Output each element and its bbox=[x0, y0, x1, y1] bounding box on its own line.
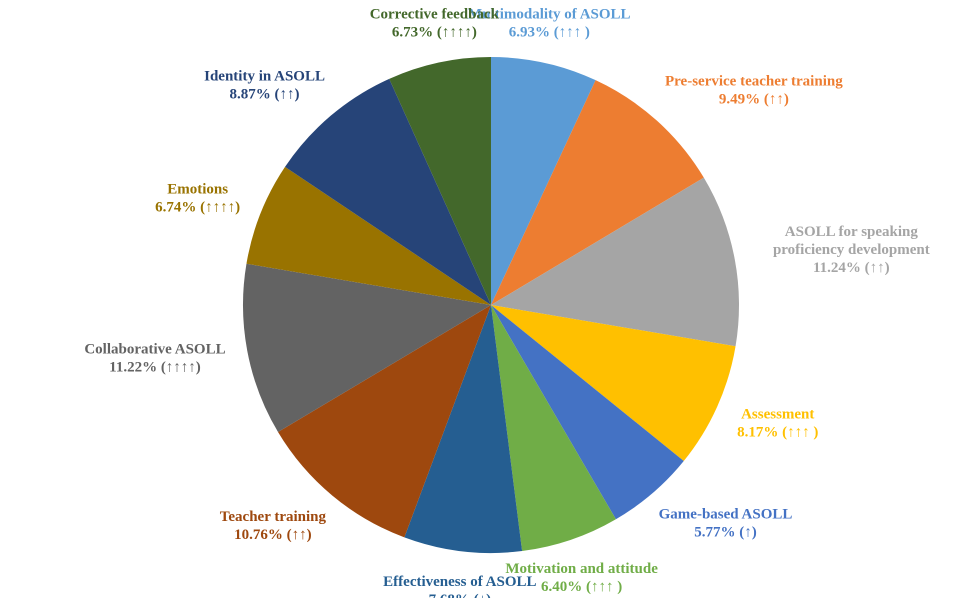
value-label: 11.22% (↑↑↑↑) bbox=[109, 359, 201, 376]
pie-slice bbox=[285, 78, 491, 305]
pie-slice bbox=[491, 305, 736, 462]
category-label: Pre-service teacher training bbox=[664, 74, 843, 91]
category-label: Game-based ASOLL bbox=[658, 506, 793, 523]
category-label: ASOLL for speaking proficiency developme… bbox=[772, 224, 930, 259]
pie-slice bbox=[491, 305, 616, 552]
slice-label: Emotions 6.74% (↑↑↑↑) bbox=[155, 180, 240, 216]
slice-label: Game-based ASOLL 5.77% (↑) bbox=[659, 506, 793, 542]
category-label: Corrective feedback bbox=[369, 6, 499, 23]
slice-label: Multimodality of ASOLL 6.93% (↑↑↑ ) bbox=[468, 6, 631, 42]
pie-slice bbox=[242, 263, 491, 433]
pie-slice bbox=[246, 166, 491, 305]
value-label: 8.17% (↑↑↑ ) bbox=[737, 424, 819, 441]
slice-label: Assessment 8.17% (↑↑↑ ) bbox=[737, 405, 818, 441]
pie-slice bbox=[491, 177, 739, 347]
pie-slice bbox=[278, 305, 491, 538]
value-label: 8.87% (↑↑) bbox=[229, 86, 300, 103]
slice-label: Pre-service teacher training 9.49% (↑↑) bbox=[665, 73, 843, 109]
category-label: Emotions bbox=[167, 181, 229, 198]
pie-slice bbox=[491, 80, 704, 305]
pie-slice bbox=[389, 57, 491, 305]
slice-label: ASOLL for speaking proficiency developme… bbox=[756, 223, 946, 277]
category-label: Multimodality of ASOLL bbox=[468, 6, 631, 23]
category-label: Identity in ASOLL bbox=[204, 68, 325, 85]
slice-label: Teacher training 10.76% (↑↑) bbox=[220, 508, 326, 544]
value-label: 11.24% (↑↑) bbox=[813, 260, 890, 277]
category-label: Effectiveness of ASOLL bbox=[383, 574, 537, 591]
slice-label: Identity in ASOLL 8.87% (↑↑) bbox=[204, 67, 325, 103]
value-label: 6.40% (↑↑↑ ) bbox=[541, 578, 623, 595]
pie-slice bbox=[491, 305, 684, 520]
value-label: 5.77% (↑) bbox=[694, 524, 757, 541]
value-label: 7.68% (↓) bbox=[383, 591, 536, 598]
category-label: Assessment bbox=[741, 406, 815, 423]
slice-label: Corrective feedback 6.73% (↑↑↑↑) bbox=[370, 5, 499, 41]
value-label: 6.73% (↑↑↑↑) bbox=[391, 24, 477, 41]
value-label: 6.74% (↑↑↑↑) bbox=[155, 199, 241, 216]
value-label: 10.76% (↑↑) bbox=[234, 527, 312, 544]
category-label: Collaborative ASOLL bbox=[84, 341, 226, 358]
value-label: 6.93% (↑↑↑ ) bbox=[508, 24, 590, 41]
pie-slice bbox=[404, 305, 523, 553]
pie-slice bbox=[491, 57, 596, 305]
category-label: Motivation and attitude bbox=[505, 560, 658, 577]
slice-label: Effectiveness of ASOLL7.68% (↓) bbox=[383, 573, 536, 598]
category-label: Teacher training bbox=[219, 509, 327, 526]
slice-label: Collaborative ASOLL 11.22% (↑↑↑↑) bbox=[84, 340, 225, 376]
value-label: 9.49% (↑↑) bbox=[718, 92, 789, 109]
slice-label: Motivation and attitude 6.40% (↑↑↑ ) bbox=[505, 560, 658, 596]
